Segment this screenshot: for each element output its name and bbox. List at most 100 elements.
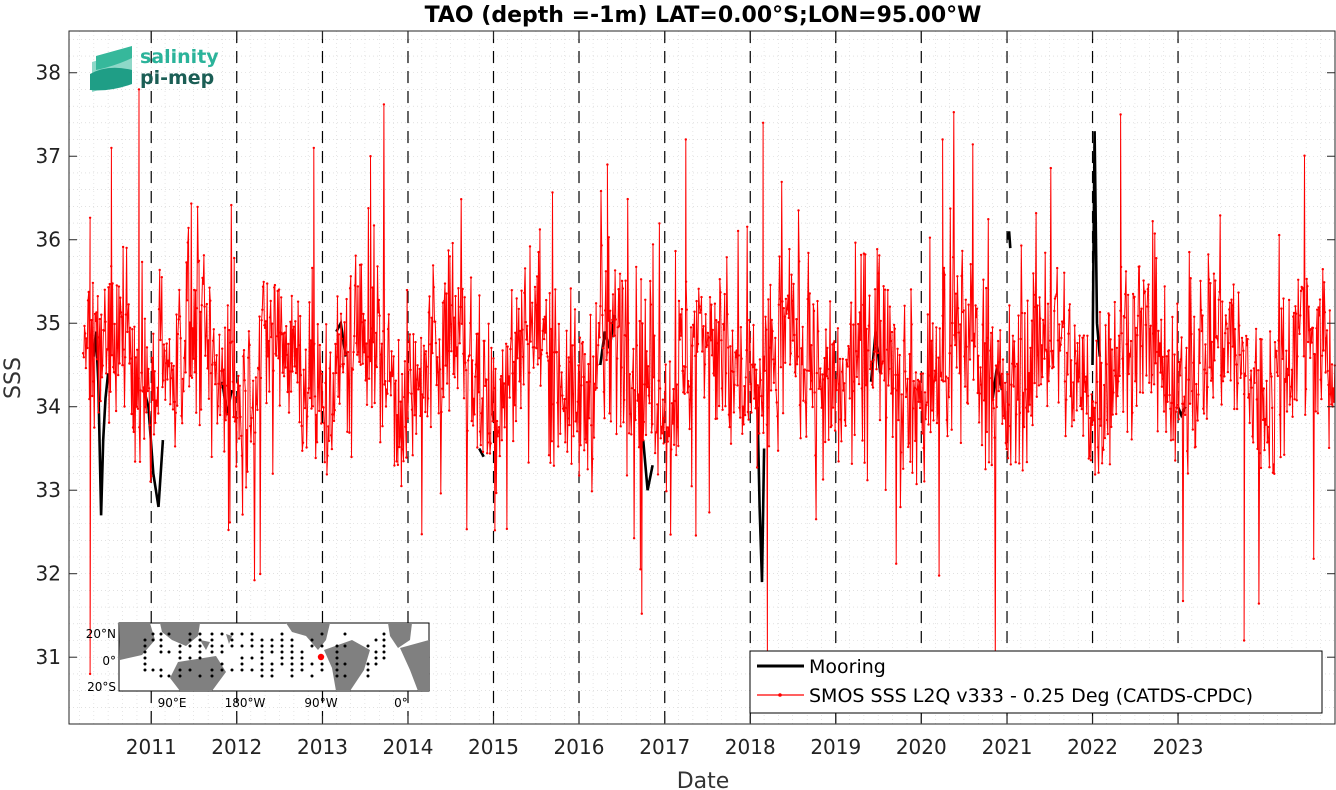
smos-point: [587, 362, 590, 366]
smos-point: [547, 454, 551, 457]
smos-point: [800, 347, 803, 350]
smos-point: [1000, 372, 1003, 376]
x-axis-label: Date: [677, 769, 730, 790]
smos-point: [1274, 356, 1277, 359]
smos-point: [953, 333, 956, 337]
smos-point: [398, 445, 401, 449]
smos-point: [1207, 278, 1211, 281]
smos-point: [588, 380, 591, 383]
smos-point: [492, 357, 495, 360]
smos-point: [1158, 342, 1162, 345]
smos-point: [1210, 340, 1214, 344]
smos-point: [769, 389, 773, 392]
smos-point: [445, 292, 448, 295]
smos-point: [312, 146, 315, 150]
smos-point: [601, 313, 604, 317]
smos-point: [506, 345, 509, 348]
smos-point: [739, 416, 742, 419]
smos-point: [653, 451, 657, 455]
smos-point: [317, 385, 320, 389]
smos-point: [258, 315, 261, 318]
smos-point: [1257, 369, 1260, 372]
smos-point: [1013, 340, 1016, 343]
smos-point: [136, 348, 139, 351]
smos-point: [682, 391, 685, 394]
smos-point: [769, 283, 772, 287]
smos-point: [634, 418, 637, 422]
smos-point: [456, 386, 459, 390]
smos-point: [164, 362, 168, 365]
smos-point: [566, 450, 569, 453]
smos-point: [249, 440, 253, 443]
smos-point: [933, 369, 937, 372]
smos-point: [1060, 320, 1064, 323]
smos-point: [242, 349, 246, 352]
smos-point: [200, 304, 203, 307]
smos-point: [715, 417, 719, 420]
map-buoy: [178, 656, 182, 660]
map-buoy: [188, 644, 192, 648]
smos-point: [906, 377, 909, 381]
smos-point: [126, 330, 129, 334]
map-buoy: [167, 632, 171, 636]
smos-point: [1323, 311, 1327, 314]
smos-point: [1305, 277, 1308, 281]
smos-point: [1005, 447, 1008, 451]
smos-point: [1193, 315, 1196, 318]
smos-point: [288, 370, 291, 373]
legend-box: [749, 650, 1323, 714]
smos-point: [1176, 403, 1180, 407]
smos-point: [919, 372, 922, 376]
smos-point: [995, 405, 998, 409]
smos-point: [1242, 349, 1245, 352]
smos-point: [1253, 381, 1256, 385]
smos-point: [819, 367, 822, 370]
smos-point: [1092, 419, 1095, 422]
smos-point: [159, 338, 162, 342]
logo-text-salinity: salinity: [140, 46, 219, 68]
smos-point: [972, 378, 975, 381]
smos-point: [577, 364, 580, 367]
smos-point: [503, 426, 506, 429]
smos-point: [1138, 391, 1142, 394]
smos-point: [401, 448, 404, 451]
smos-point: [956, 307, 960, 310]
smos-point: [1179, 358, 1183, 361]
smos-point: [834, 379, 837, 382]
smos-point: [1035, 395, 1039, 398]
smos-point: [415, 432, 418, 435]
smos-point: [234, 396, 237, 399]
smos-point: [698, 305, 701, 308]
smos-point: [121, 364, 124, 367]
smos-point: [1004, 441, 1007, 445]
smos-point: [625, 334, 628, 338]
smos-point: [1297, 326, 1301, 329]
smos-point: [970, 339, 974, 342]
smos-point: [857, 322, 860, 326]
smos-point: [1258, 452, 1261, 455]
smos-point: [365, 403, 369, 406]
smos-point: [1299, 314, 1302, 317]
map-buoy: [290, 656, 294, 660]
smos-point: [737, 354, 740, 357]
smos-point: [775, 401, 778, 404]
smos-point: [986, 336, 989, 340]
smos-point: [1268, 330, 1272, 333]
smos-point: [667, 426, 670, 429]
smos-point: [387, 313, 390, 316]
smos-point: [827, 438, 830, 441]
smos-point: [1280, 307, 1283, 310]
smos-point: [875, 368, 878, 371]
map-buoy: [374, 638, 378, 642]
smos-point: [1152, 383, 1156, 386]
smos-point: [833, 429, 837, 432]
smos-point: [608, 412, 611, 415]
smos-point: [202, 282, 205, 285]
smos-point: [1273, 472, 1276, 475]
smos-point: [348, 287, 352, 290]
smos-point: [573, 308, 577, 311]
smos-point: [542, 318, 545, 321]
smos-point: [274, 352, 277, 355]
smos-point: [1290, 385, 1293, 388]
smos-point: [441, 387, 444, 390]
